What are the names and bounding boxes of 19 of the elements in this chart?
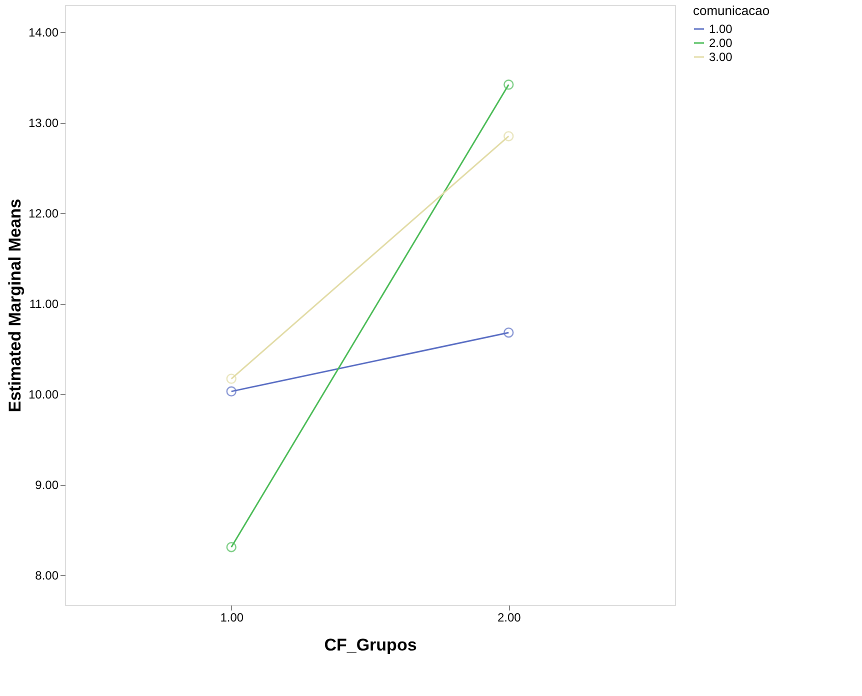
y-tick-label: 9.00 bbox=[35, 478, 59, 492]
y-tick-label: 14.00 bbox=[28, 26, 59, 40]
point bbox=[504, 80, 514, 90]
legend-title: comunicacao bbox=[693, 3, 770, 18]
y-tick-label: 8.00 bbox=[35, 568, 59, 583]
y-tick-label: 10.00 bbox=[28, 388, 59, 402]
legend-label: 1.00 bbox=[709, 22, 733, 36]
point bbox=[504, 327, 514, 338]
x-axis-title: CF_Grupos bbox=[324, 636, 417, 654]
point bbox=[504, 131, 514, 142]
point bbox=[226, 374, 236, 384]
y-tick-label: 13.00 bbox=[28, 116, 59, 130]
legend-label: 3.00 bbox=[709, 50, 733, 64]
legend-label: 2.00 bbox=[709, 36, 733, 50]
y-tick-label: 12.00 bbox=[28, 206, 59, 221]
point bbox=[226, 542, 236, 552]
point bbox=[226, 386, 236, 397]
y-tick-label: 11.00 bbox=[29, 297, 59, 312]
y-axis-title: Estimated Marginal Means bbox=[5, 198, 24, 412]
